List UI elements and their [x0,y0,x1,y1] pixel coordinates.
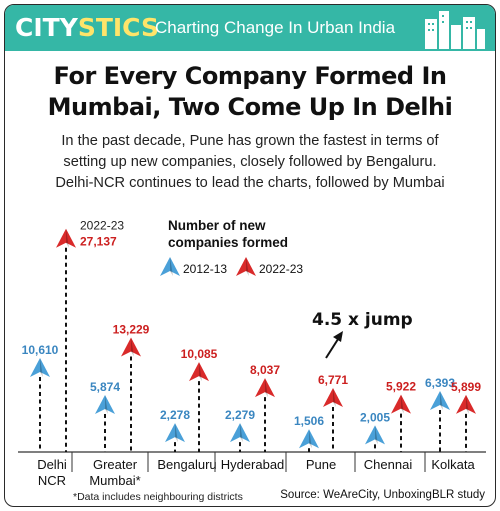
category-label: Mumbai* [89,473,140,488]
source-credit: Source: WeAreCity, UnboxingBLR study [280,489,485,501]
category-label: Hyderabad [221,457,285,472]
data-label-2022-23: 5,899 [451,380,481,394]
legend-marker-2022-23 [236,257,256,276]
category-label: Greater [93,457,138,472]
footnote: *Data includes neighbouring districts [73,491,243,503]
marker-2022-23 [391,394,411,414]
subtext: In the past decade, Pune has grown the f… [5,131,495,194]
brand-part1: CITY [15,13,78,42]
category-label: NCR [38,473,66,488]
city-buildings-icon [425,11,485,49]
brand-logo: CITYSTICS [15,13,159,43]
marker-2022-23 [323,388,343,408]
category-label: Pune [306,457,336,472]
legend-title: Number of new [168,218,266,233]
subtext-line-1: In the past decade, Pune has grown the f… [61,133,439,149]
infographic-frame: CITYSTICS Charting Change In Urban India… [4,4,496,507]
marker-2012-13 [299,429,319,449]
legend-title-line-2: companies formed [168,235,288,250]
data-label-2022-23: 27,137 [80,235,117,249]
jump-arrow-head [333,331,343,342]
headline-line-2: Mumbai, Two Come Up In Delhi [47,93,453,121]
subtext-line-3: Delhi-NCR continues to lead the charts, … [55,175,445,191]
marker-2022-23 [121,337,141,357]
marker-2022-23 [456,394,476,414]
data-label-2022-23: 5,922 [386,380,416,394]
data-label-2012-13: 6,393 [425,376,455,390]
legend-label-2012-13: 2012-13 [183,262,227,276]
tagline: Charting Change In Urban India [155,18,396,37]
marker-2012-13 [365,425,385,445]
data-label-2022-23: 6,771 [318,373,348,387]
header-banner: CITYSTICS Charting Change In Urban India [5,5,495,51]
category-label: Bengaluru [157,457,216,472]
data-label-2022-23: 13,229 [113,323,150,337]
data-label-2012-13: 2,278 [160,408,190,422]
marker-2012-13 [230,423,250,443]
data-label-2012-13: 10,610 [22,343,59,357]
marker-2012-13 [95,395,115,415]
marker-2022-23 [56,228,76,248]
marker-2012-13 [165,423,185,443]
marker-2012-13 [30,358,50,378]
marker-2012-13 [430,390,450,410]
data-label-2022-23: 10,085 [181,347,218,361]
marker-2022-23 [255,378,275,398]
jump-annotation: 4.5 x jump [312,310,413,330]
category-label: Chennai [364,457,413,472]
legend-label-2022-23: 2022-23 [259,262,303,276]
category-label: Delhi [37,457,67,472]
category-label: Kolkata [431,457,475,472]
annotation-year: 2022-23 [80,219,124,233]
data-label-2012-13: 5,874 [90,380,120,394]
subtext-line-2: setting up new companies, closely follow… [63,154,437,170]
legend-marker-2012-13 [160,257,180,276]
headline-line-1: For Every Company Formed In [53,62,447,90]
marker-2022-23 [189,362,209,382]
data-label-2012-13: 2,005 [360,410,390,424]
headline: For Every Company Formed In Mumbai, Two … [5,61,495,123]
data-label-2022-23: 8,037 [250,363,280,377]
brand-part2: STICS [77,13,159,42]
data-label-2012-13: 1,506 [294,414,324,428]
data-label-2012-13: 2,279 [225,408,255,422]
